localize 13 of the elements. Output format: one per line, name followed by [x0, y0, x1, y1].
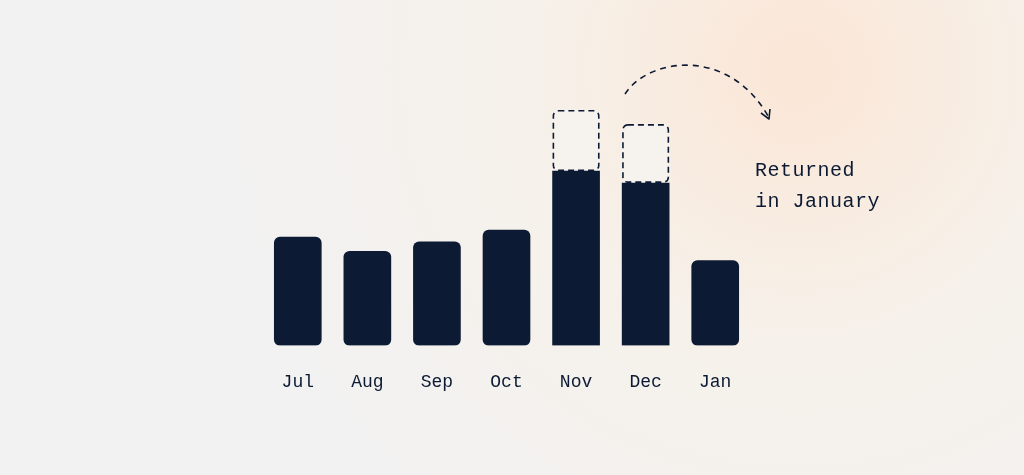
- x-tick-label: Jan: [699, 371, 732, 392]
- bar: [273, 236, 322, 346]
- bar: [413, 241, 461, 346]
- bar: [482, 229, 531, 346]
- x-tick-label: Sep: [420, 371, 454, 392]
- bar: [343, 250, 392, 346]
- x-tick-label: Dec: [629, 371, 662, 392]
- x-tick-label: Oct: [490, 371, 523, 392]
- x-tick-label: Jul: [281, 371, 314, 392]
- x-tick-label: Nov: [559, 371, 593, 392]
- bar: [691, 260, 740, 346]
- text: Returned in January: [755, 158, 882, 215]
- x-tick-label: Aug: [351, 371, 384, 392]
